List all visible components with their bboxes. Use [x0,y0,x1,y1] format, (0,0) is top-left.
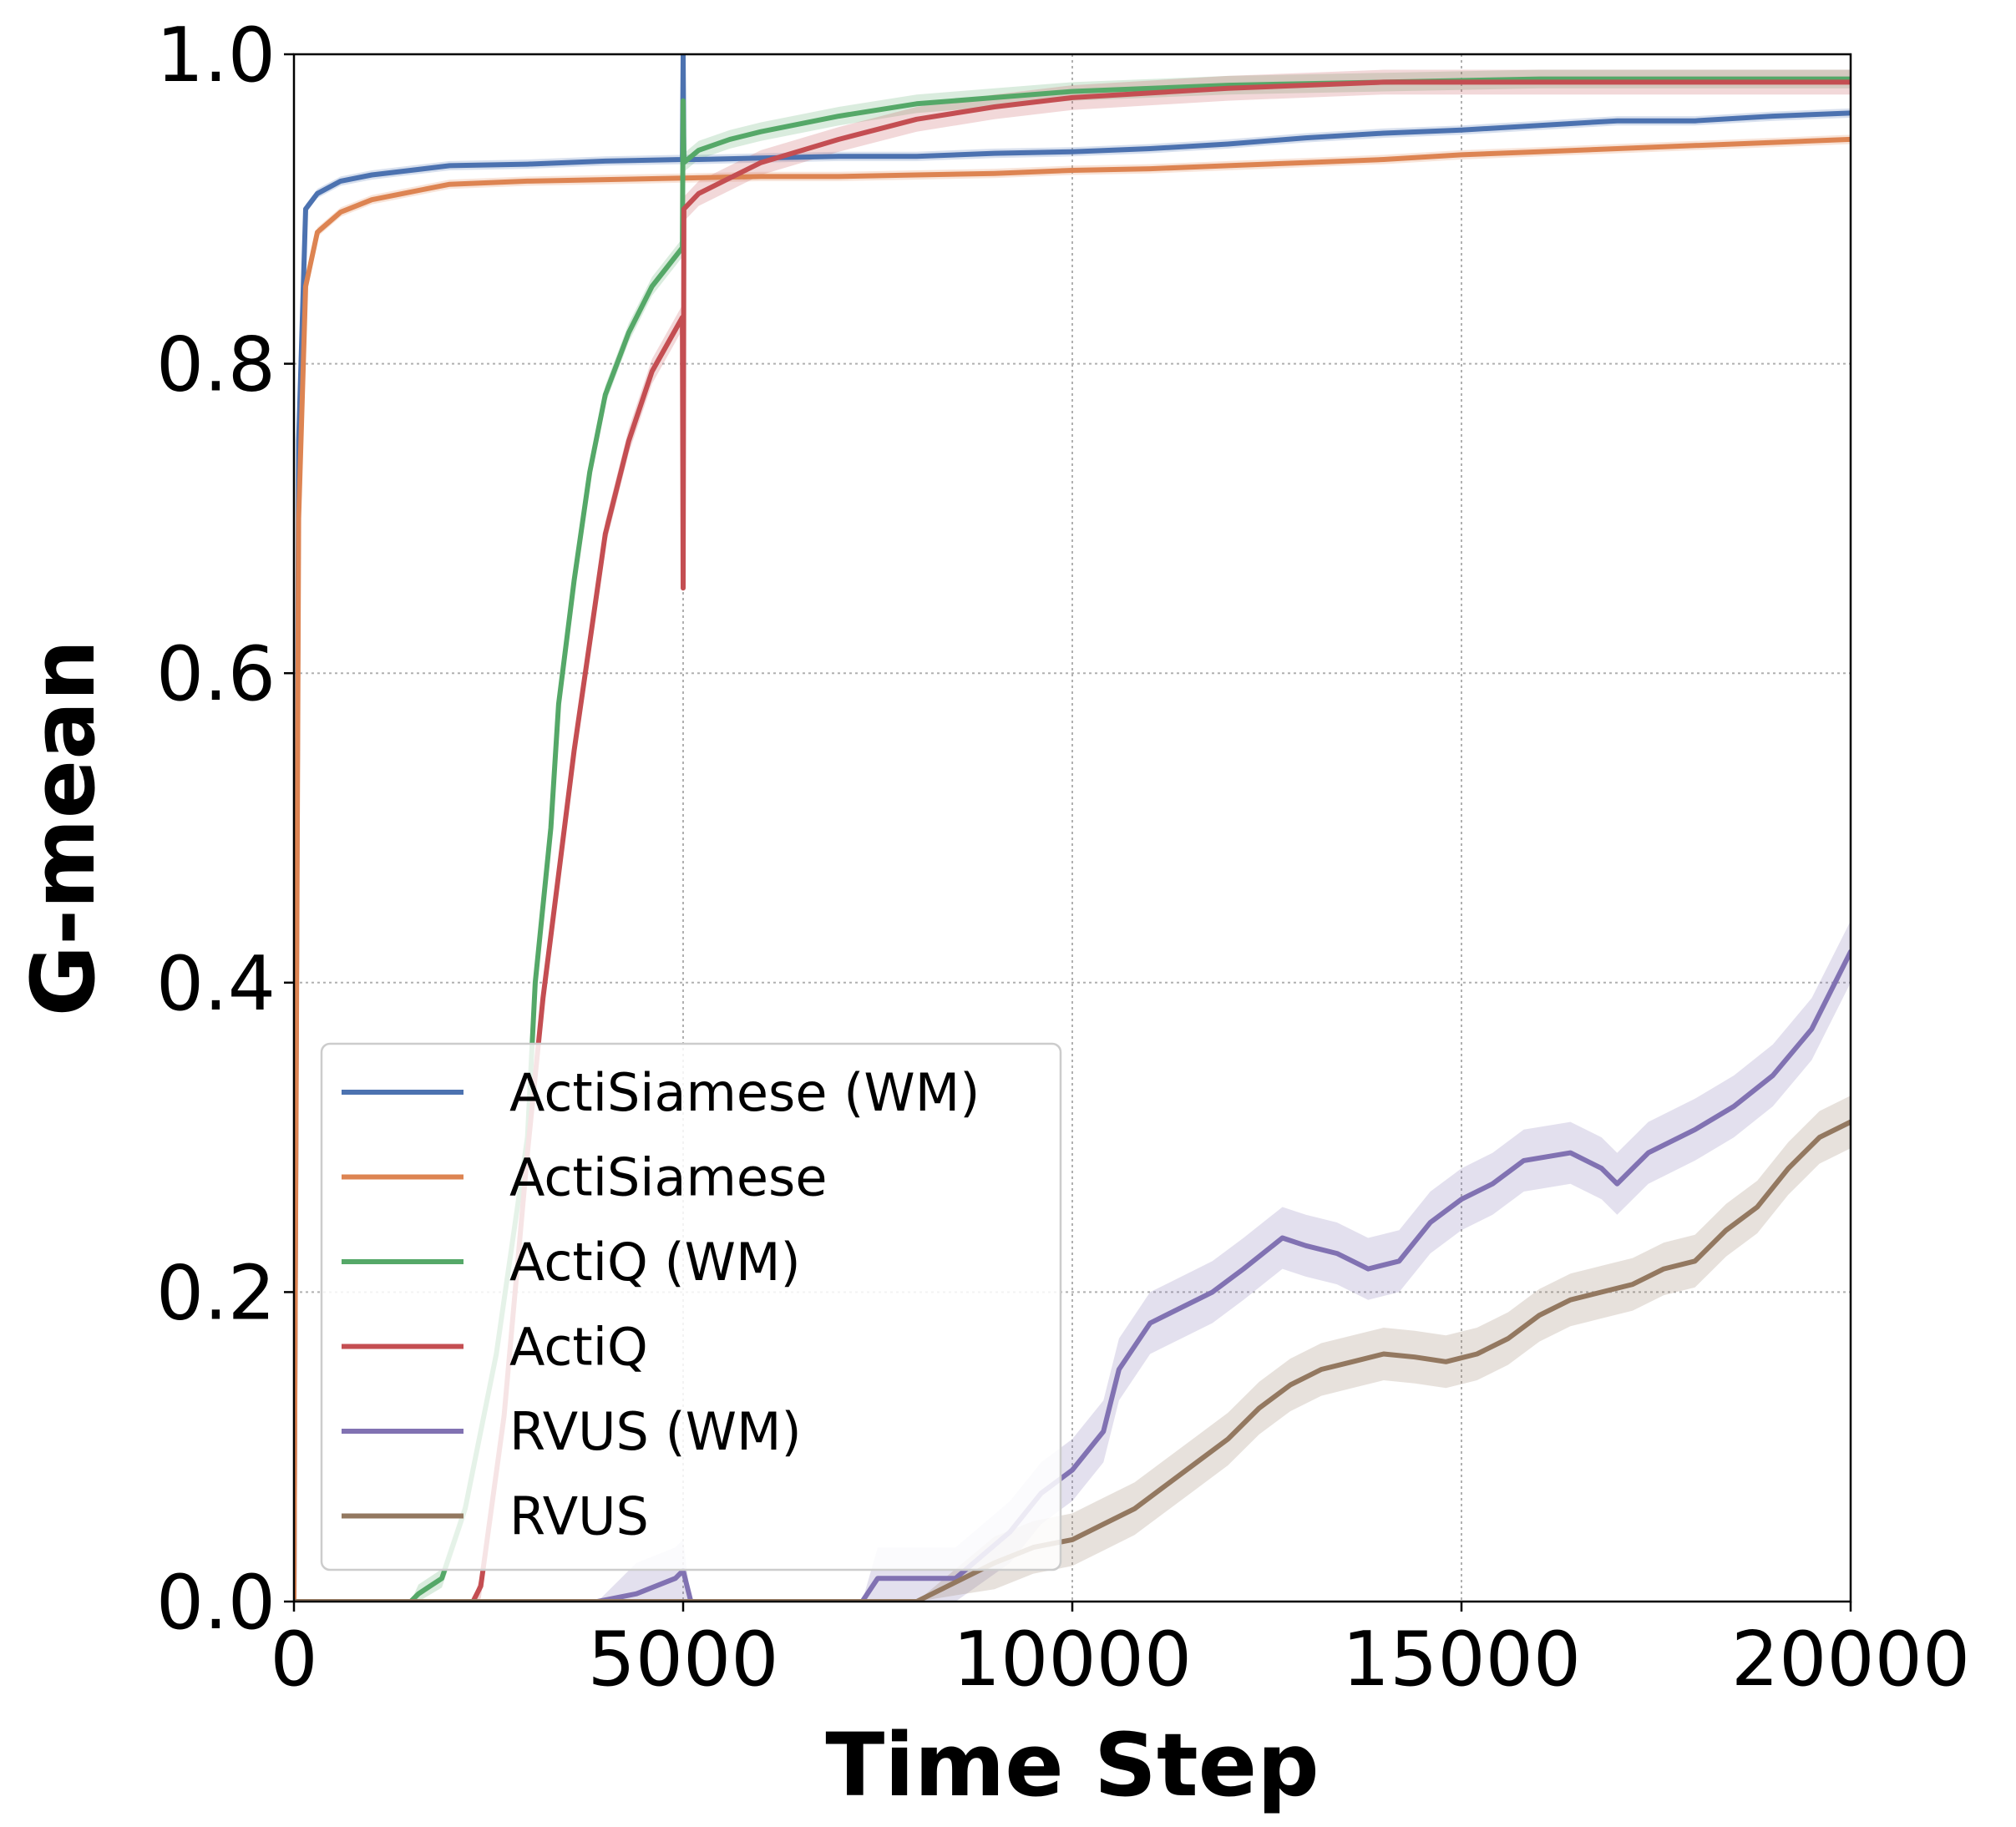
y-tick-label: 0.4 [156,940,276,1028]
legend-label-rvus-wm: RVUS (WM) [509,1401,802,1462]
legend: ActiSiamese (WM) ActiSiamese ActiQ (WM) Act… [320,1042,1062,1571]
legend-label-actisiamese: ActiSiamese [509,1147,828,1208]
legend-label-actiq: ActiQ [509,1317,648,1378]
legend-label-actisiamese-wm: ActiSiamese (WM) [509,1062,980,1123]
legend-box [320,1042,1062,1571]
rvus-wm-line [294,949,1851,1602]
legend-label-rvus: RVUS [509,1486,649,1547]
actisiamese-wm-line [294,54,1851,1602]
y-tick-label: 0.2 [156,1249,276,1337]
rvus-line [294,1119,1851,1602]
axis-ticks: 0 5000 10000 15000 20000 0.0 0.2 0.4 0.6 0.8 1.0 [156,12,1970,1703]
x-tick-label: 10000 [953,1616,1192,1703]
rvus-wm-confidence-band [294,920,1851,1602]
x-axis-label: Time Step [825,1714,1319,1816]
series-bands [294,54,1851,1602]
y-tick-label: 1.0 [156,12,276,99]
legend-label-actiq-wm: ActiQ (WM) [509,1232,801,1293]
x-tick-label: 0 [270,1616,317,1703]
y-axis-label: G-mean [13,640,114,1017]
x-tick-label: 20000 [1731,1616,1970,1703]
x-tick-label: 15000 [1342,1616,1581,1703]
x-tick-label: 5000 [587,1616,778,1703]
y-tick-label: 0.0 [156,1559,276,1647]
y-tick-label: 0.6 [156,630,276,718]
y-tick-label: 0.8 [156,321,276,409]
actisiamese-line [294,136,1851,1602]
